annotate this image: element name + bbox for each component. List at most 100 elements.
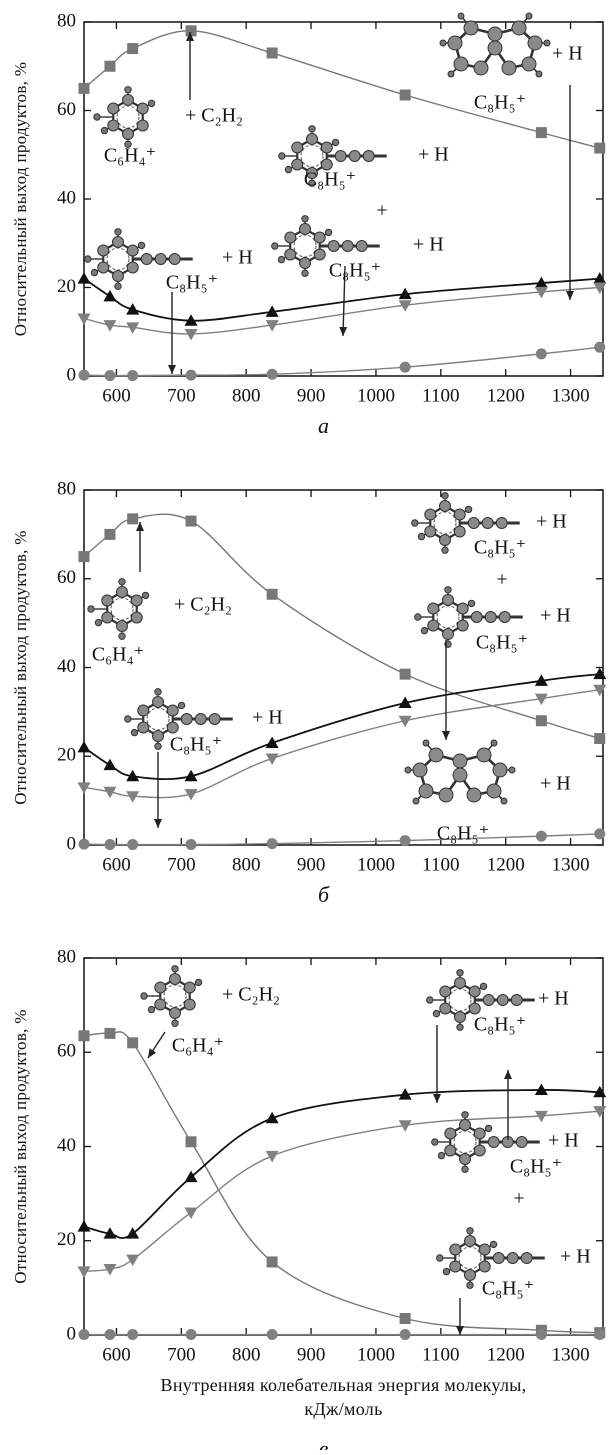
atom xyxy=(306,167,318,179)
x-tick-label: 700 xyxy=(167,854,196,875)
ring xyxy=(293,234,317,258)
data-point xyxy=(265,736,279,748)
data-point xyxy=(184,769,198,782)
atom xyxy=(442,594,454,606)
data-point xyxy=(184,314,198,326)
atom xyxy=(466,1281,474,1289)
annotation: + xyxy=(513,1188,524,1210)
molecule-icon xyxy=(436,1227,545,1289)
data-point xyxy=(103,289,117,302)
data-point xyxy=(534,1083,548,1095)
atom xyxy=(437,1151,446,1160)
annotation: + C₂H₂ xyxy=(174,594,232,616)
atom xyxy=(308,179,316,187)
x-tick-label: 1200 xyxy=(487,1344,525,1365)
annotation: C₈H₅⁺ xyxy=(474,92,526,114)
molecule-icon xyxy=(84,228,193,290)
atom xyxy=(171,965,179,973)
atom xyxy=(118,632,126,640)
x-tick-label: 1300 xyxy=(552,854,590,875)
data-point xyxy=(184,328,198,341)
y-tick-label: 60 xyxy=(57,99,76,120)
y-tick-label: 40 xyxy=(57,1135,76,1156)
annotation: C₈H₅⁺ xyxy=(437,823,489,845)
atom xyxy=(468,1002,481,1015)
atom xyxy=(432,1009,441,1018)
data-point xyxy=(399,668,411,680)
data-point xyxy=(399,89,411,101)
atom xyxy=(194,713,207,725)
ring xyxy=(116,105,140,129)
atom xyxy=(177,701,186,710)
data-point xyxy=(126,1227,140,1239)
series-line xyxy=(83,30,600,149)
atom xyxy=(284,165,293,174)
atom xyxy=(525,12,533,20)
atom xyxy=(324,228,333,237)
data-point xyxy=(126,1254,140,1267)
data-point xyxy=(594,1329,606,1341)
atom xyxy=(412,762,428,778)
atom xyxy=(453,508,466,521)
atom xyxy=(114,282,122,290)
annotation-arrow xyxy=(147,1031,166,1059)
atom xyxy=(147,1005,156,1014)
atom xyxy=(112,236,124,248)
atom xyxy=(137,704,150,717)
y-tick-label: 0 xyxy=(67,1323,77,1344)
y-tick-label: 80 xyxy=(57,10,76,31)
atom xyxy=(299,223,311,235)
atom xyxy=(122,128,134,140)
annotation: + H xyxy=(536,511,567,533)
annotation: + H xyxy=(548,1130,579,1152)
data-point xyxy=(78,551,90,563)
data-point xyxy=(265,1111,279,1124)
data-point xyxy=(77,1266,91,1278)
atom xyxy=(140,253,153,265)
data-point xyxy=(127,1037,139,1049)
molecule-icon xyxy=(426,969,535,1031)
x-axis-label: Внутренняя колебательная энергия молекул… xyxy=(161,1375,527,1395)
data-point xyxy=(78,1030,90,1042)
annotation: C₈H₅⁺ xyxy=(476,632,528,654)
data-point xyxy=(266,47,278,59)
x-tick-label: 600 xyxy=(102,854,131,875)
panel-label: а xyxy=(318,413,329,438)
annotation-arrow xyxy=(339,265,348,337)
series-line xyxy=(83,1031,600,1334)
atom xyxy=(313,248,326,261)
atom xyxy=(154,688,162,696)
atom xyxy=(87,605,95,613)
atom xyxy=(411,519,419,527)
atom xyxy=(492,1252,505,1264)
data-point xyxy=(535,348,547,360)
atom xyxy=(535,70,543,78)
data-point xyxy=(185,369,197,381)
series-line xyxy=(83,673,600,781)
atom xyxy=(126,261,139,274)
y-tick-label: 0 xyxy=(67,364,77,385)
ring xyxy=(433,511,457,535)
data-point xyxy=(103,320,117,332)
atom xyxy=(93,113,101,121)
atom xyxy=(118,578,126,586)
atom xyxy=(100,126,109,135)
atom xyxy=(422,739,430,747)
atom xyxy=(498,611,511,623)
atom xyxy=(467,517,480,529)
y-tick-label: 40 xyxy=(57,656,76,677)
atom xyxy=(442,1267,451,1276)
atom xyxy=(476,747,492,763)
atom xyxy=(456,619,469,632)
x-tick-label: 1100 xyxy=(422,385,459,406)
atom xyxy=(124,140,132,148)
atom xyxy=(94,618,103,627)
atom xyxy=(327,240,340,252)
data-point xyxy=(399,361,411,373)
data-point xyxy=(78,1329,90,1341)
atom xyxy=(284,248,297,261)
atom xyxy=(496,994,509,1006)
atom xyxy=(453,525,466,538)
atom xyxy=(453,56,469,72)
atom xyxy=(515,1136,528,1148)
